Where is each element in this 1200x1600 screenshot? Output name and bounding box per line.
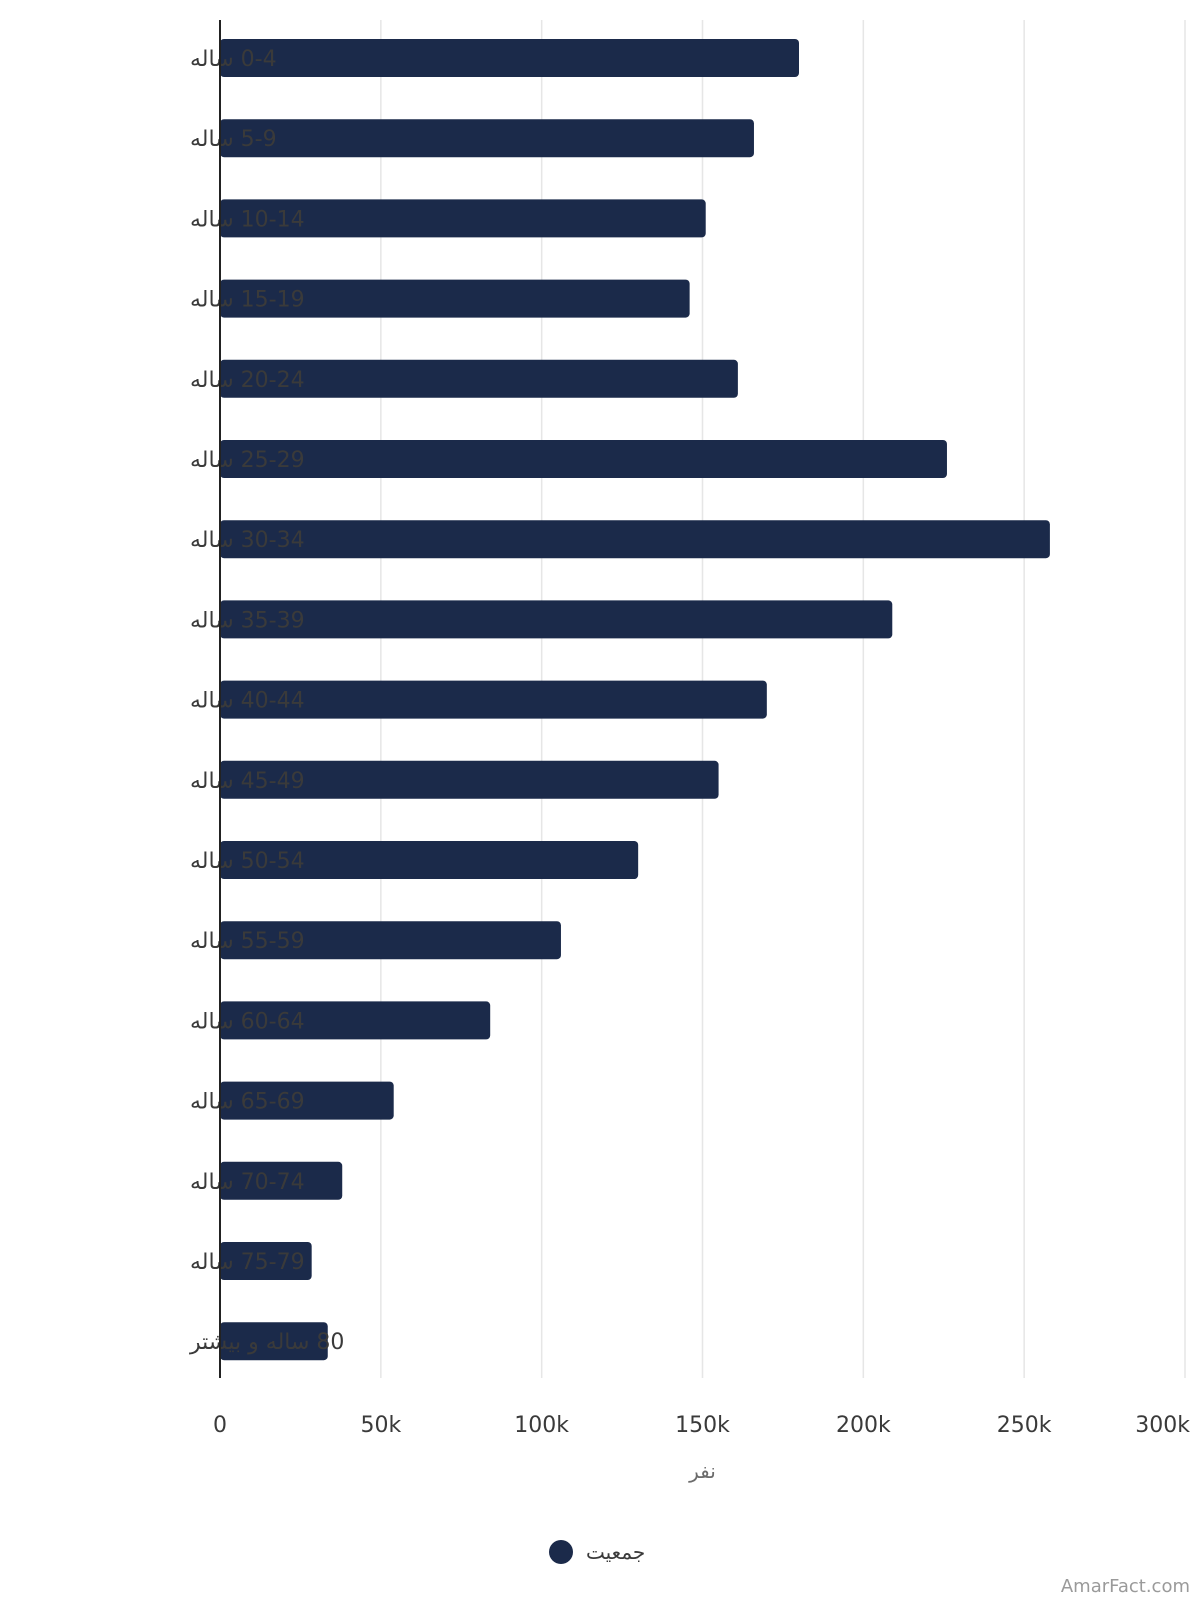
bar[interactable] <box>220 600 893 639</box>
bar[interactable] <box>220 1322 328 1361</box>
category-label: 50-54 ساله <box>190 849 305 874</box>
bar[interactable] <box>220 520 1050 559</box>
bar[interactable] <box>220 1001 491 1040</box>
bar[interactable] <box>220 841 639 879</box>
category-label: 65-69 ساله <box>190 1090 305 1115</box>
bar[interactable] <box>220 1242 312 1280</box>
category-label: 15-19 ساله <box>190 288 305 313</box>
bar[interactable] <box>220 1161 343 1200</box>
category-label: 75-79 ساله <box>190 1250 305 1275</box>
bar[interactable] <box>220 921 561 960</box>
category-label: 25-29 ساله <box>190 448 305 473</box>
category-labels: 0-4 ساله 5-9 ساله 10-14 ساله 15-19 ساله 20-2… <box>189 47 344 1355</box>
legend-marker <box>549 1540 573 1564</box>
bars <box>220 39 1050 1361</box>
category-label: 55-59 ساله <box>190 929 305 954</box>
bar[interactable] <box>220 760 719 799</box>
bar[interactable] <box>220 359 738 398</box>
x-tick-label: 150k <box>675 1413 730 1438</box>
x-tick-label: 300k <box>1135 1413 1190 1438</box>
category-label: 60-64 ساله <box>190 1009 305 1034</box>
category-label: 5-9 ساله <box>190 127 277 152</box>
category-label: 30-34 ساله <box>190 528 305 553</box>
category-label: 20-24 ساله <box>190 368 305 393</box>
bar[interactable] <box>220 440 947 478</box>
category-label: 0-4 ساله <box>190 47 277 72</box>
bar[interactable] <box>220 680 767 719</box>
bar[interactable] <box>220 199 706 238</box>
bar[interactable] <box>220 279 690 318</box>
x-tick-label: 50k <box>360 1413 401 1438</box>
category-label: 40-44 ساله <box>190 689 305 714</box>
category-label: 10-14 ساله <box>190 207 305 232</box>
legend[interactable]: جمعیت <box>549 1540 645 1564</box>
x-tick-labels: 0 50k 100k 150k 200k 250k 300k <box>213 1413 1190 1438</box>
x-tick-label: 0 <box>213 1413 227 1438</box>
category-label: 45-49 ساله <box>190 769 305 794</box>
x-tick-label: 200k <box>836 1413 891 1438</box>
bar[interactable] <box>220 119 754 158</box>
x-tick-label: 100k <box>514 1413 569 1438</box>
category-label: 80 ساله و بیشتر <box>189 1330 344 1355</box>
legend-label: جمعیت <box>586 1540 645 1564</box>
bar[interactable] <box>220 1081 394 1120</box>
category-label: 70-74 ساله <box>190 1170 305 1195</box>
watermark: AmarFact.com <box>1061 1576 1190 1597</box>
x-axis-title: نفر <box>688 1459 716 1483</box>
category-label: 35-39 ساله <box>190 608 305 633</box>
x-tick-label: 250k <box>997 1413 1052 1438</box>
bar[interactable] <box>220 39 799 77</box>
